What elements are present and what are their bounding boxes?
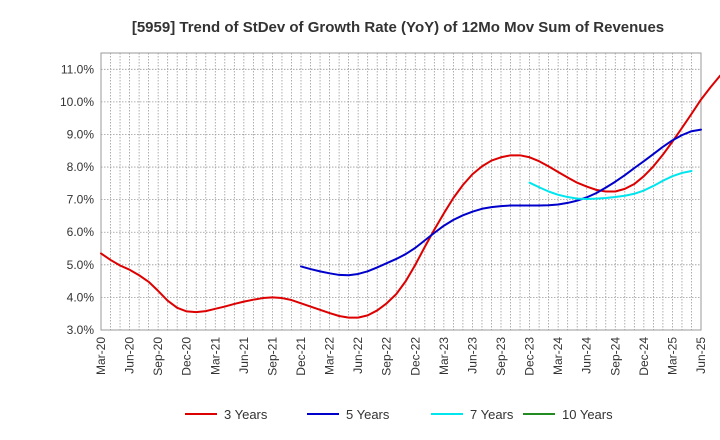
x-axis: Mar-20 Jun-20 Sep-20 Dec-20 Mar-21 Jun-21 Sep-…: [94, 337, 708, 376]
x-tick-label: Dec-24: [637, 337, 651, 376]
x-tick-label: Dec-20: [180, 337, 194, 376]
y-tick-label: 6.0%: [67, 225, 95, 239]
x-tick-label: Jun-25: [694, 337, 708, 374]
legend-label-10-years: 10 Years: [562, 407, 613, 422]
y-tick-label: 8.0%: [67, 160, 95, 174]
y-tick-label: 4.0%: [67, 290, 95, 304]
y-tick-label: 9.0%: [67, 127, 95, 141]
y-tick-label: 10.0%: [60, 95, 94, 109]
y-tick-label: 7.0%: [67, 193, 95, 207]
series-line-5-years: [300, 128, 702, 277]
legend-label-3-years: 3 Years: [224, 407, 268, 422]
grid: [101, 53, 701, 330]
x-tick-label: Mar-25: [665, 337, 679, 375]
x-tick-label: Jun-24: [580, 337, 594, 374]
y-tick-label: 11.0%: [61, 62, 94, 76]
x-tick-label: Sep-21: [265, 337, 279, 376]
x-tick-label: Mar-24: [551, 337, 565, 375]
x-tick-label: Mar-21: [208, 337, 222, 375]
x-tick-label: Dec-21: [294, 337, 308, 376]
legend: 3 Years 5 Years 7 Years 10 Years: [185, 407, 613, 422]
series-line-7-years: [528, 169, 693, 200]
chart-title: [5959] Trend of StDev of Growth Rate (Yo…: [132, 19, 664, 36]
x-tick-label: Jun-23: [465, 337, 479, 374]
x-tick-label: Sep-24: [608, 337, 622, 376]
x-tick-label: Jun-22: [351, 337, 365, 374]
series-line-3-years: [100, 74, 720, 319]
x-tick-label: Mar-23: [437, 337, 451, 375]
y-axis: 3.0% 4.0% 5.0% 6.0% 7.0% 8.0% 9.0% 10.0% 11.0%: [60, 62, 94, 337]
x-tick-label: Dec-22: [408, 337, 422, 376]
legend-label-5-years: 5 Years: [346, 407, 390, 422]
x-tick-label: Sep-22: [380, 337, 394, 376]
x-tick-label: Mar-20: [94, 337, 108, 375]
x-tick-label: Sep-23: [494, 337, 508, 376]
x-tick-label: Dec-23: [523, 337, 537, 376]
x-tick-label: Mar-22: [323, 337, 337, 375]
y-tick-label: 5.0%: [67, 258, 95, 272]
y-tick-label: 3.0%: [67, 323, 95, 337]
series-lines: [100, 74, 720, 319]
legend-label-7-years: 7 Years: [470, 407, 514, 422]
x-tick-label: Sep-20: [151, 337, 165, 376]
x-tick-label: Jun-20: [123, 337, 137, 374]
x-tick-label: Jun-21: [237, 337, 251, 374]
